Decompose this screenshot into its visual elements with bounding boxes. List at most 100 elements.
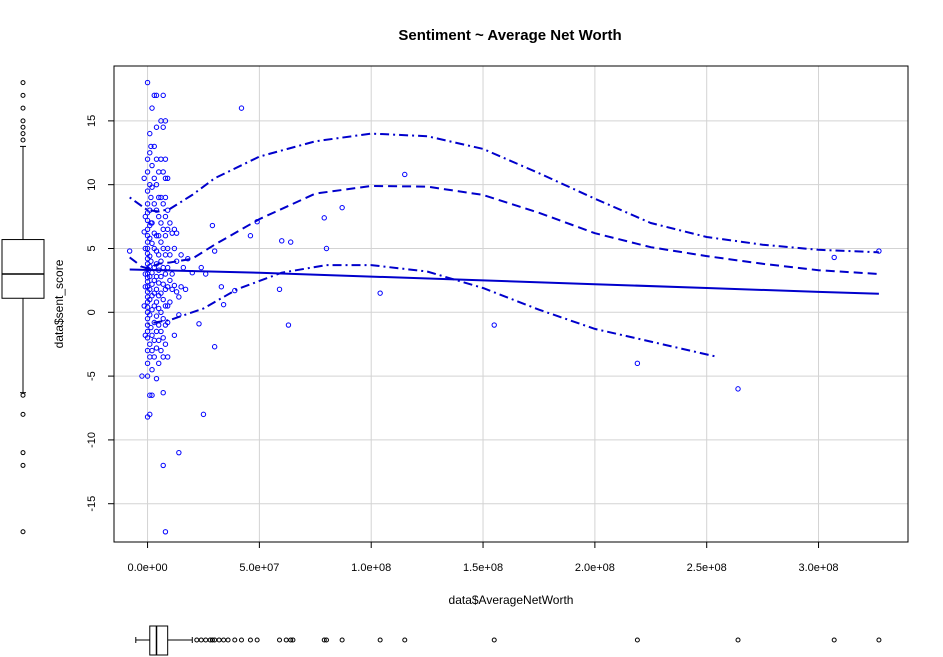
data-point	[164, 226, 171, 233]
data-point	[158, 328, 164, 335]
y-marginal-boxplot	[1, 80, 45, 535]
data-point	[160, 226, 166, 233]
data-point	[147, 150, 153, 156]
y-tick-label: 5	[86, 245, 98, 251]
y-tick-label: -5	[86, 371, 98, 381]
data-point	[220, 301, 227, 308]
data-point	[178, 284, 184, 290]
data-point	[151, 143, 157, 150]
data-point	[402, 171, 408, 178]
data-point	[153, 233, 160, 239]
y-outlier	[20, 80, 26, 86]
data-point	[185, 255, 191, 262]
y-outlier	[20, 529, 26, 535]
data-point	[167, 220, 173, 226]
grid-lines	[114, 66, 908, 542]
data-point	[149, 184, 155, 190]
data-point	[634, 360, 641, 367]
data-point	[173, 230, 180, 236]
data-point	[158, 347, 164, 354]
data-point	[167, 277, 173, 284]
data-point	[279, 238, 285, 244]
data-point	[178, 252, 184, 258]
data-point	[147, 411, 153, 418]
data-point	[151, 337, 157, 344]
y-outlier	[20, 105, 26, 111]
data-point	[156, 233, 162, 239]
data-point	[287, 239, 294, 245]
data-point	[169, 286, 175, 293]
data-point	[285, 322, 292, 328]
data-point	[167, 299, 173, 305]
data-point	[162, 341, 169, 347]
data-point	[160, 169, 166, 175]
x-outlier	[321, 637, 327, 643]
data-point	[162, 118, 169, 124]
data-point	[156, 252, 162, 258]
data-point	[182, 286, 189, 293]
x-outlier	[203, 637, 209, 643]
data-point	[126, 248, 133, 254]
data-point	[196, 321, 202, 327]
data-point	[149, 332, 155, 338]
x-outlier	[247, 637, 253, 643]
data-point	[149, 307, 155, 313]
data-point	[142, 284, 149, 290]
data-point	[153, 313, 160, 319]
y-box	[1, 239, 45, 299]
data-point	[162, 252, 169, 258]
y-outlier	[20, 392, 26, 398]
data-point	[149, 347, 155, 354]
data-point	[160, 389, 166, 396]
smooth-line-dashed	[129, 184, 879, 275]
chart-title: Sentiment ~ Average Net Worth	[398, 27, 621, 44]
data-point	[151, 303, 157, 309]
data-point	[147, 296, 153, 303]
data-point	[148, 194, 154, 201]
data-point	[151, 92, 157, 99]
data-point	[151, 290, 157, 296]
data-point	[156, 280, 162, 286]
data-point	[156, 337, 162, 344]
data-point	[156, 194, 162, 201]
data-point	[141, 229, 147, 235]
data-point	[156, 213, 162, 220]
data-point	[139, 373, 145, 379]
x-outlier	[232, 637, 238, 643]
data-point	[831, 254, 837, 261]
data-point	[144, 156, 151, 162]
data-point	[164, 354, 171, 360]
x-outlier	[254, 637, 260, 643]
y-tick-label: 15	[86, 115, 98, 127]
data-point	[203, 271, 209, 277]
x-axis: 0.0e+00 5.0e+07 1.0e+08 1.5e+08 2.0e+08 2.5e+…	[128, 541, 839, 574]
data-point	[158, 220, 164, 226]
data-point	[162, 175, 169, 182]
data-point	[153, 92, 160, 99]
data-point	[147, 354, 153, 360]
plot-frame	[113, 65, 909, 543]
data-point	[147, 312, 153, 318]
data-point	[149, 281, 155, 287]
data-point	[151, 201, 157, 207]
x-outlier	[194, 637, 200, 643]
data-point	[144, 79, 151, 86]
data-point	[144, 169, 151, 175]
data-point	[162, 271, 169, 277]
data-point	[147, 392, 153, 398]
data-point	[141, 175, 147, 182]
x-axis-label: data$AverageNetWorth	[449, 593, 574, 607]
data-point	[142, 332, 149, 338]
data-point	[144, 360, 151, 367]
data-point	[153, 375, 160, 382]
data-point	[162, 213, 169, 220]
data-point	[164, 284, 171, 290]
y-outlier	[20, 124, 26, 130]
data-point	[149, 392, 155, 398]
data-point	[147, 273, 153, 280]
data-point	[491, 322, 497, 328]
data-point	[176, 449, 182, 456]
x-outlier	[238, 637, 244, 643]
data-point	[160, 264, 166, 271]
